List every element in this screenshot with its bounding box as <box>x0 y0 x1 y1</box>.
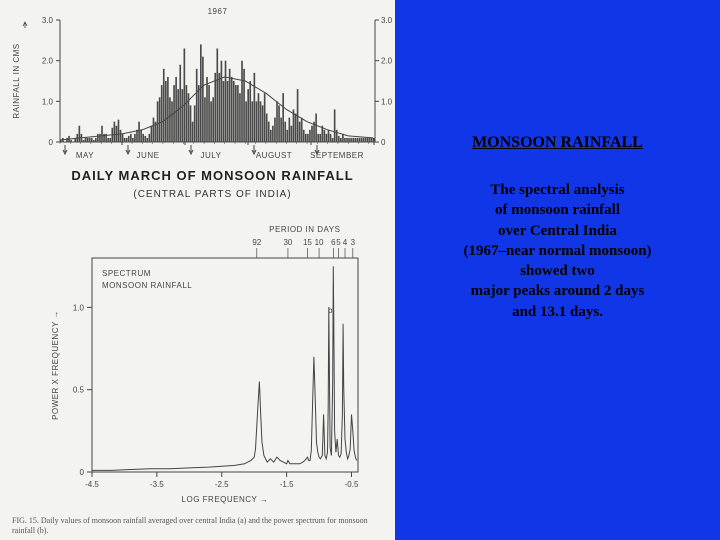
svg-text:JULY: JULY <box>201 151 222 160</box>
svg-text:RAINFALL IN CMS: RAINFALL IN CMS <box>12 43 21 118</box>
svg-text:SPECTRUM: SPECTRUM <box>102 269 151 278</box>
svg-text:30: 30 <box>283 238 292 247</box>
svg-text:LOG FREQUENCY →: LOG FREQUENCY → <box>182 495 269 504</box>
svg-text:JUNE: JUNE <box>137 151 160 160</box>
svg-text:3.0: 3.0 <box>381 16 393 25</box>
svg-text:-2.5: -2.5 <box>215 480 229 489</box>
svg-text:5: 5 <box>336 238 341 247</box>
svg-text:0: 0 <box>49 138 54 147</box>
svg-text:1.0: 1.0 <box>73 303 85 312</box>
svg-text:SEPTEMBER: SEPTEMBER <box>310 151 364 160</box>
svg-text:1967: 1967 <box>208 7 228 16</box>
svg-text:3: 3 <box>351 238 356 247</box>
svg-text:-1.5: -1.5 <box>280 480 294 489</box>
svg-text:2.0: 2.0 <box>381 57 393 66</box>
svg-text:1.0: 1.0 <box>42 97 54 106</box>
svg-text:MAY: MAY <box>76 151 94 160</box>
svg-text:4: 4 <box>343 238 348 247</box>
top-chart: 1967 0 0 1.0 1.0 2.0 2.0 3.0 3.0 MAY JUNE JULY AUGUS… <box>5 2 393 210</box>
svg-text:0: 0 <box>381 138 386 147</box>
svg-text:2.0: 2.0 <box>42 57 54 66</box>
svg-text:AUGUST: AUGUST <box>256 151 292 160</box>
svg-text:0: 0 <box>80 468 85 477</box>
svg-text:-3.5: -3.5 <box>150 480 164 489</box>
bottom-chart: PERIOD IN DAYS923015106543SPECTRUMMONSOO… <box>38 222 378 512</box>
figure-caption: FIG. 15. Daily values of monsoon rainfal… <box>12 516 387 535</box>
svg-text:-0.5: -0.5 <box>345 480 359 489</box>
svg-text:92: 92 <box>252 238 261 247</box>
svg-text:-4.5: -4.5 <box>85 480 99 489</box>
svg-text:PERIOD IN DAYS: PERIOD IN DAYS <box>269 225 340 234</box>
right-panel: MONSOON RAINFALL The spectral analysisof… <box>395 0 720 540</box>
svg-text:3.0: 3.0 <box>42 16 54 25</box>
right-text: The spectral analysisof monsoon rainfall… <box>395 180 720 322</box>
svg-text:1.0: 1.0 <box>381 97 393 106</box>
left-panel: 1967 0 0 1.0 1.0 2.0 2.0 3.0 3.0 MAY JUNE JULY AUGUS… <box>0 0 395 540</box>
svg-text:DAILY MARCH OF MONSOON RAINFAL: DAILY MARCH OF MONSOON RAINFALL <box>71 168 353 183</box>
svg-text:10: 10 <box>315 238 324 247</box>
svg-text:POWER X FREQUENCY →: POWER X FREQUENCY → <box>51 310 60 420</box>
svg-text:0.5: 0.5 <box>73 386 85 395</box>
right-heading: MONSOON RAINFALL <box>395 134 720 152</box>
caption-text: FIG. 15. Daily values of monsoon rainfal… <box>12 516 368 535</box>
svg-text:(CENTRAL PARTS OF INDIA): (CENTRAL PARTS OF INDIA) <box>133 189 291 200</box>
svg-text:15: 15 <box>303 238 312 247</box>
svg-text:MONSOON RAINFALL: MONSOON RAINFALL <box>102 281 192 290</box>
